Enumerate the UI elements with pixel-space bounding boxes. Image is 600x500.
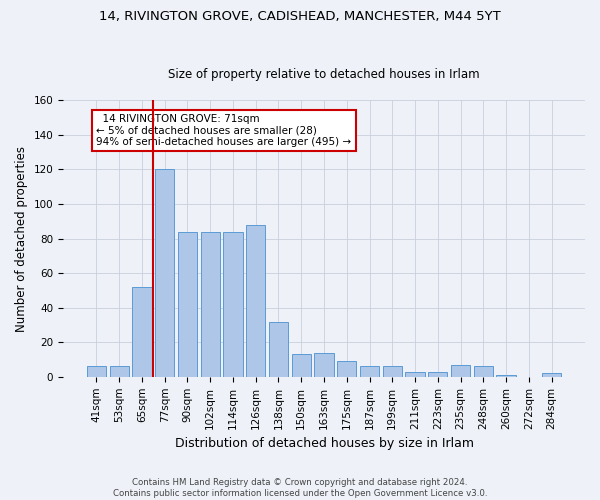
Bar — [360, 366, 379, 377]
Bar — [542, 374, 561, 377]
Title: Size of property relative to detached houses in Irlam: Size of property relative to detached ho… — [168, 68, 480, 81]
Bar — [110, 366, 129, 377]
Bar — [246, 224, 265, 377]
Bar — [200, 232, 220, 377]
Text: 14 RIVINGTON GROVE: 71sqm  
← 5% of detached houses are smaller (28)
94% of semi: 14 RIVINGTON GROVE: 71sqm ← 5% of detach… — [97, 114, 352, 148]
Bar — [132, 287, 152, 377]
Bar — [178, 232, 197, 377]
Bar — [292, 354, 311, 377]
Bar — [451, 364, 470, 377]
Bar — [223, 232, 242, 377]
Y-axis label: Number of detached properties: Number of detached properties — [15, 146, 28, 332]
Bar — [383, 366, 402, 377]
Bar — [87, 366, 106, 377]
Bar — [406, 372, 425, 377]
Bar — [314, 352, 334, 377]
Bar — [337, 362, 356, 377]
Bar — [428, 372, 448, 377]
Bar — [496, 375, 516, 377]
Text: Contains HM Land Registry data © Crown copyright and database right 2024.
Contai: Contains HM Land Registry data © Crown c… — [113, 478, 487, 498]
Bar — [269, 322, 288, 377]
Bar — [155, 170, 175, 377]
Text: 14, RIVINGTON GROVE, CADISHEAD, MANCHESTER, M44 5YT: 14, RIVINGTON GROVE, CADISHEAD, MANCHEST… — [99, 10, 501, 23]
X-axis label: Distribution of detached houses by size in Irlam: Distribution of detached houses by size … — [175, 437, 473, 450]
Bar — [473, 366, 493, 377]
